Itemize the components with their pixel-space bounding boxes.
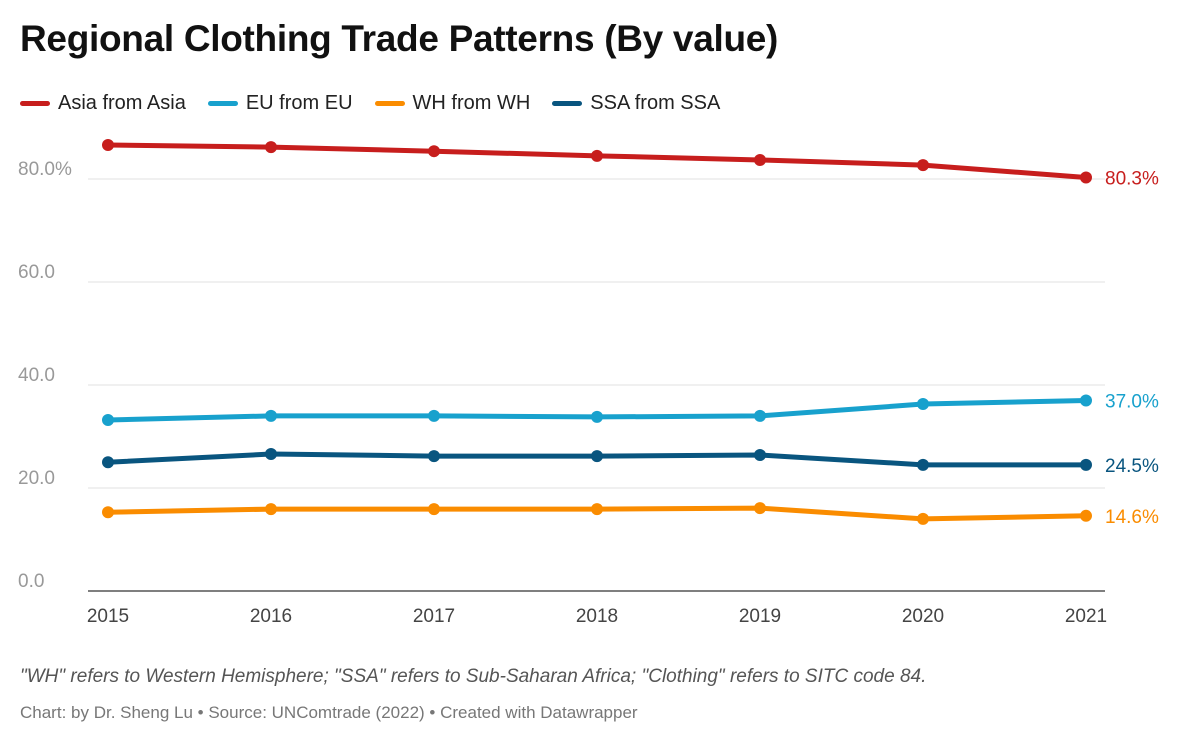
legend: Asia from Asia EU from EU WH from WH SSA fr…	[20, 92, 720, 115]
data-point	[591, 410, 603, 423]
series-eu-from-eu: 37.0%	[102, 391, 1159, 427]
legend-swatch	[374, 101, 405, 106]
data-point	[754, 409, 766, 422]
legend-label: Asia from Asia	[58, 92, 186, 114]
data-point	[917, 398, 929, 411]
x-tick-label: 2018	[576, 606, 618, 627]
y-tick-label: 80.0%	[18, 159, 72, 180]
x-tick-label: 2019	[739, 606, 781, 627]
data-point	[265, 448, 277, 461]
data-point	[591, 149, 603, 162]
data-point	[265, 141, 277, 154]
data-point	[428, 450, 440, 463]
data-point	[265, 409, 277, 422]
end-value-label: 14.6%	[1105, 507, 1159, 528]
legend-item: Asia from Asia	[20, 92, 186, 115]
x-tick-label: 2016	[250, 606, 292, 627]
data-point	[917, 512, 929, 525]
data-point	[102, 414, 114, 427]
series-asia-from-asia: 80.3%	[102, 139, 1159, 189]
data-point	[754, 153, 766, 166]
data-point	[591, 450, 603, 463]
data-point	[102, 139, 114, 152]
line-chart: 0.0 20.0 40.0 60.0 80.0% 2015 2016 2017 2018 2019…	[18, 139, 1159, 627]
end-value-label: 24.5%	[1105, 456, 1159, 477]
x-tick-label: 2015	[87, 606, 129, 627]
legend-item: WH from WH	[374, 92, 531, 115]
data-point	[591, 503, 603, 516]
data-point	[102, 506, 114, 519]
legend-swatch	[20, 101, 50, 106]
data-point	[1080, 509, 1092, 522]
y-tick-label: 40.0	[18, 365, 55, 386]
data-point	[1080, 394, 1092, 407]
data-point	[917, 159, 929, 172]
y-tick-label: 60.0	[18, 262, 55, 283]
data-point	[265, 503, 277, 516]
x-tick-label: 2017	[413, 606, 455, 627]
data-point	[428, 503, 440, 516]
legend-label: SSA from SSA	[590, 92, 721, 114]
end-value-label: 37.0%	[1105, 391, 1159, 412]
y-tick-label: 20.0	[18, 468, 55, 489]
series-ssa-from-ssa: 24.5%	[102, 448, 1159, 477]
data-point	[917, 458, 929, 471]
data-point	[1080, 171, 1092, 184]
chart-title: Regional Clothing Trade Patterns (By val…	[20, 18, 779, 59]
legend-item: SSA from SSA	[552, 92, 720, 115]
end-value-label: 80.3%	[1105, 168, 1159, 189]
x-tick-label: 2021	[1065, 606, 1107, 627]
series-wh-from-wh: 14.6%	[102, 502, 1159, 528]
data-point	[754, 449, 766, 462]
chart-notes: "WH" refers to Western Hemisphere; "SSA"…	[20, 666, 927, 687]
data-point	[1080, 458, 1092, 471]
data-point	[102, 456, 114, 469]
legend-swatch	[207, 101, 238, 106]
legend-item: EU from EU	[207, 92, 353, 115]
x-tick-label: 2020	[902, 606, 944, 627]
legend-swatch	[552, 101, 583, 106]
legend-label: WH from WH	[412, 92, 531, 114]
data-point	[428, 409, 440, 422]
chart-source: Chart: by Dr. Sheng Lu • Source: UNComtr…	[20, 703, 638, 722]
data-point	[754, 502, 766, 515]
data-point	[428, 145, 440, 158]
legend-label: EU from EU	[245, 92, 353, 114]
y-tick-label: 0.0	[18, 571, 44, 592]
